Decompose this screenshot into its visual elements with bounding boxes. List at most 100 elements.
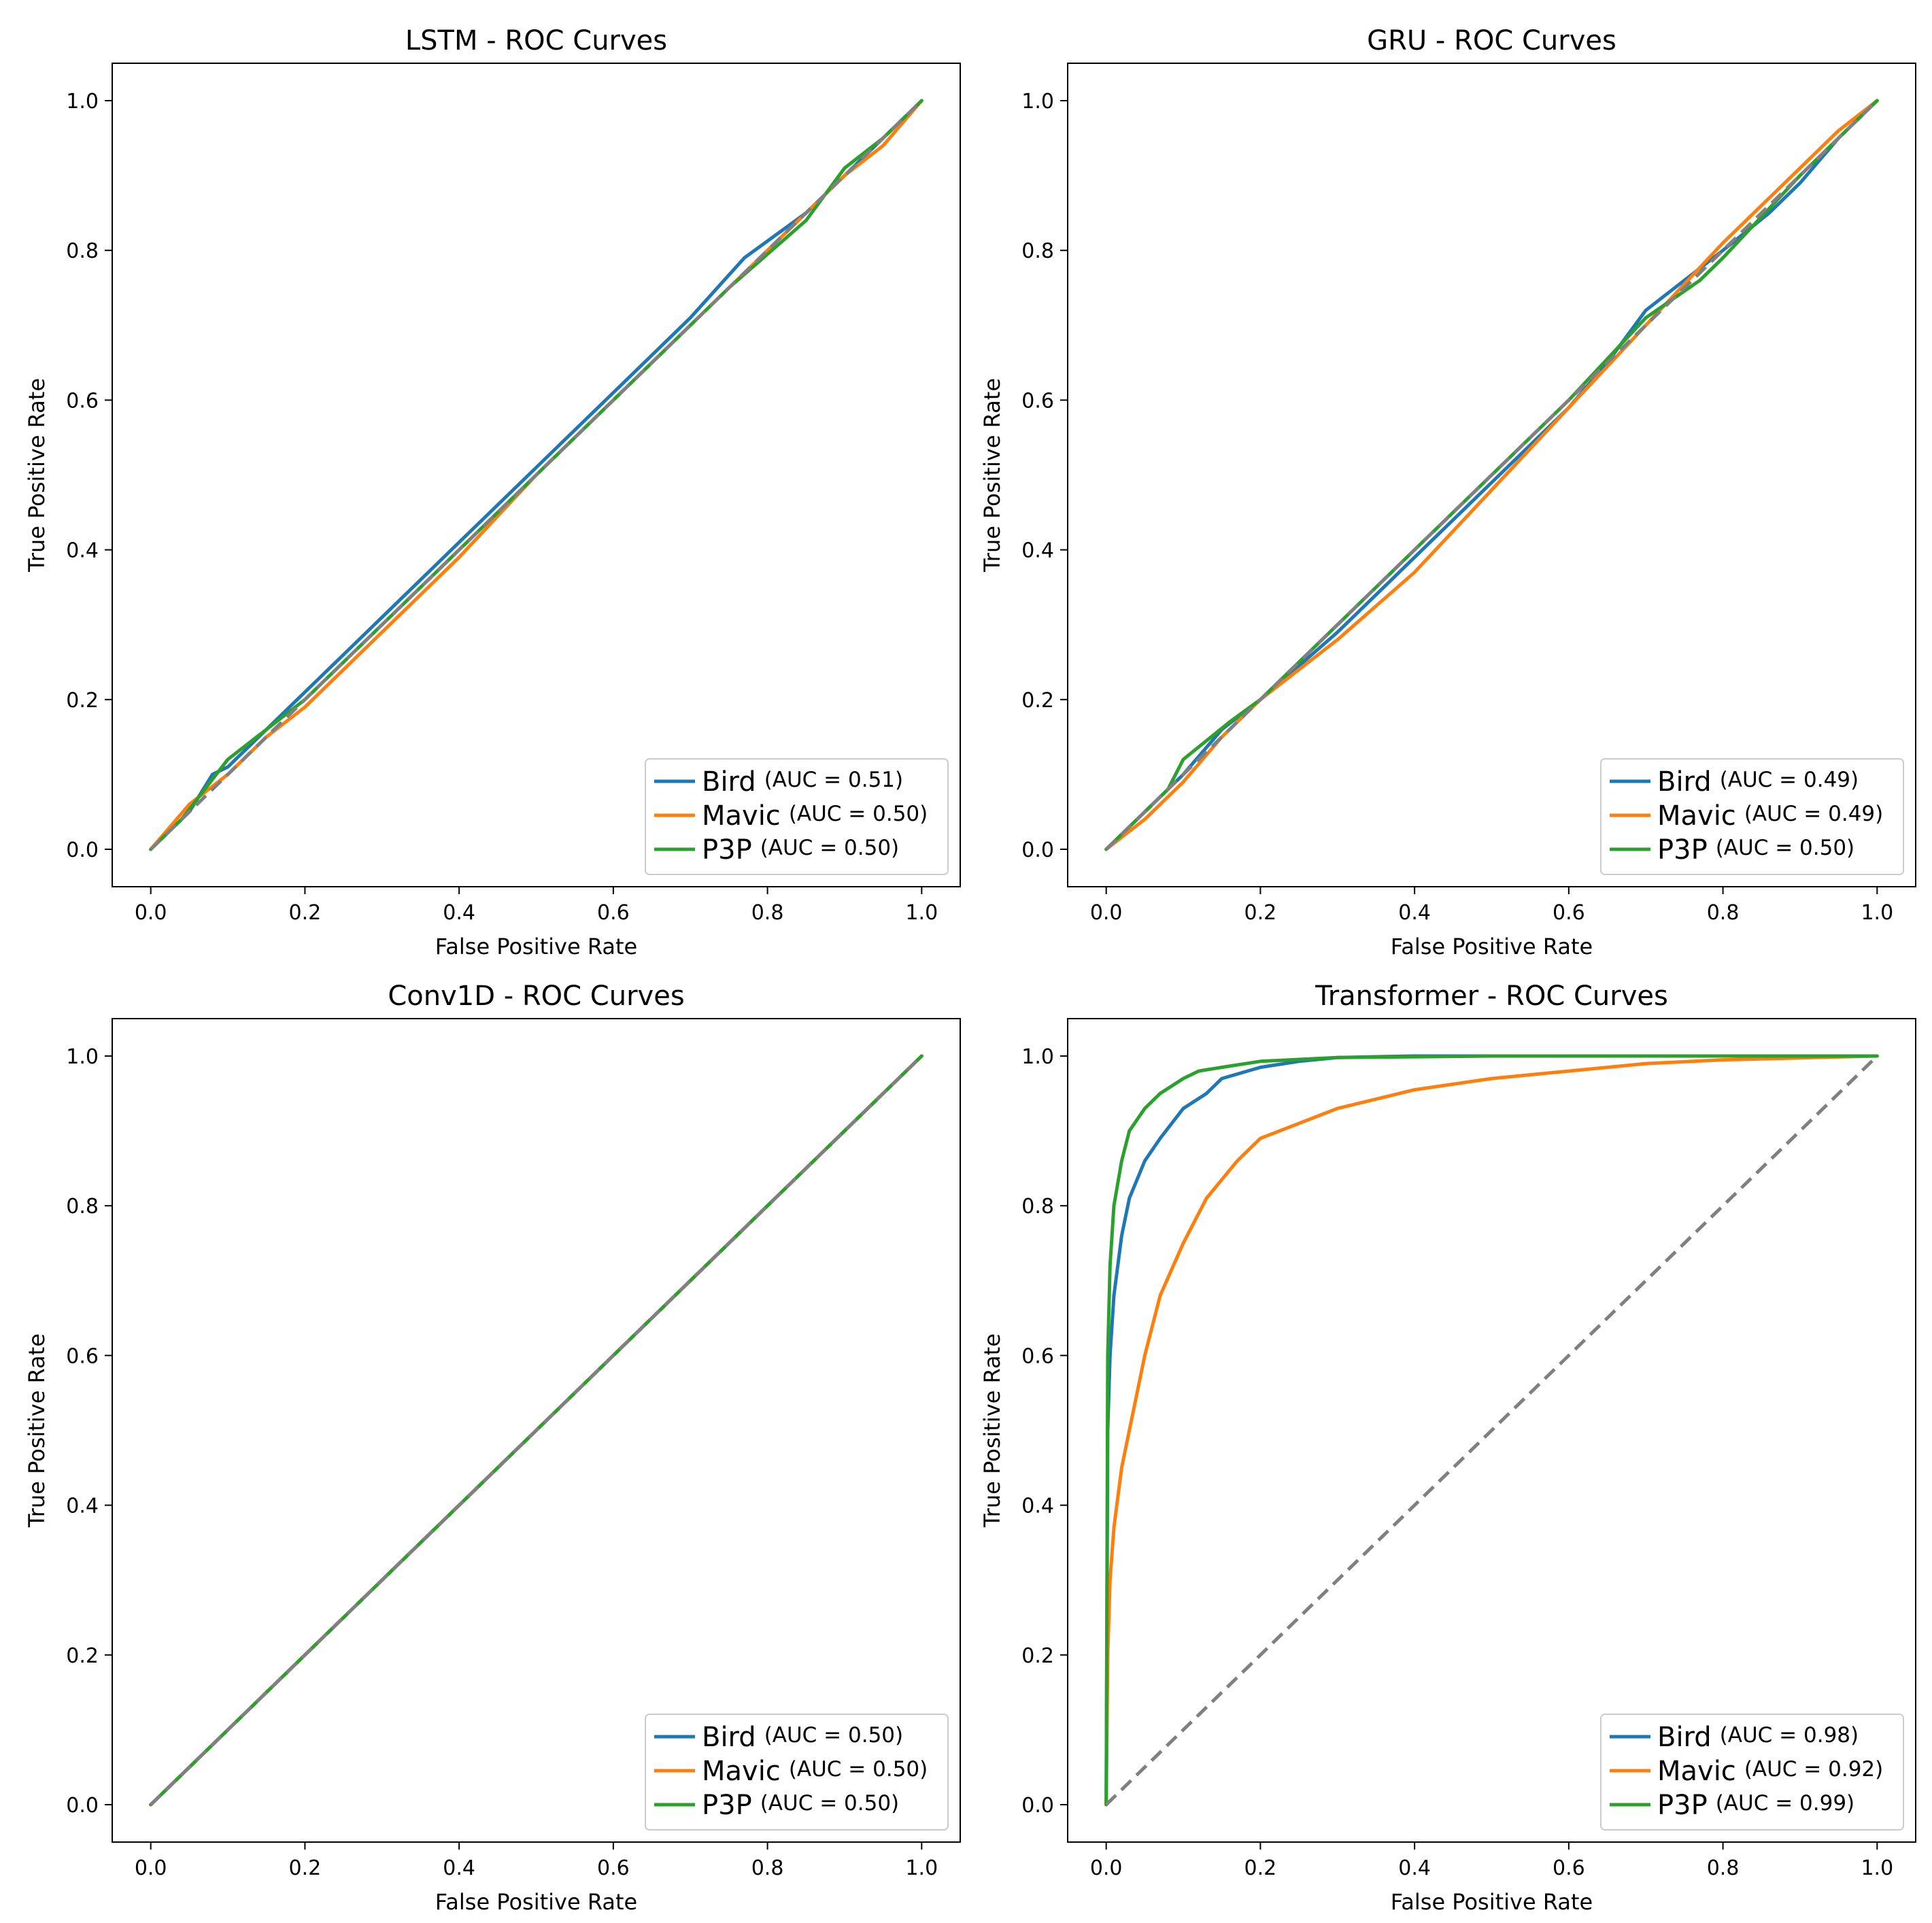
x-axis-label: False Positive Rate	[435, 1889, 637, 1915]
y-tick-label: 0.2	[66, 689, 99, 713]
y-tick-label: 0.8	[1021, 1195, 1054, 1219]
y-tick-label: 0.6	[66, 389, 99, 413]
x-tick-label: 1.0	[1861, 1856, 1893, 1880]
y-tick-label: 0.2	[1021, 1644, 1054, 1668]
axes-frame	[112, 63, 961, 887]
legend: Bird (AUC = 0.98) Mavic (AUC = 0.92) P3P (AUC…	[1600, 1714, 1904, 1831]
y-axis-label: True Positive Rate	[24, 1333, 50, 1528]
panel-transformer: 0.0 0.2 0.4 0.6 0.8 1.0 0.0 0.2 0.4 0.6 0.8 1.0 Tran…	[979, 981, 1916, 1915]
x-tick-label: 0.6	[597, 901, 630, 925]
y-tick-label: 0.4	[1021, 539, 1054, 563]
y-tick-label: 0.0	[1021, 1794, 1054, 1818]
y-tick-label: 1.0	[66, 90, 99, 114]
legend-auc-mavic: (AUC = 0.92)	[1744, 1757, 1883, 1782]
x-tick-label: 1.0	[905, 1856, 938, 1880]
y-tick-label: 0.4	[66, 1495, 99, 1518]
legend-label-p3p: P3P	[1657, 1790, 1708, 1821]
y-tick-label: 0.0	[1021, 838, 1054, 862]
legend-label-bird: Bird	[702, 766, 756, 798]
chance-diagonal-line	[149, 99, 923, 851]
x-tick-label: 0.8	[1707, 901, 1740, 925]
roc-line-mavic	[1104, 99, 1879, 851]
roc-line-bird	[1104, 99, 1879, 851]
axes-frame	[112, 1018, 961, 1843]
x-tick-label: 0.2	[1244, 1856, 1277, 1880]
panel-conv1d: 0.0 0.2 0.4 0.6 0.8 1.0 0.0 0.2 0.4 0.6 0.8 1.0 Conv…	[24, 981, 961, 1915]
x-tick-label: 0.0	[135, 901, 167, 925]
panel-lstm: 0.0 0.2 0.4 0.6 0.8 1.0 0.0 0.2 0.4 0.6 0.8 1.0 LSTM…	[24, 25, 961, 959]
plot-area	[1104, 99, 1879, 851]
legend: Bird (AUC = 0.49) Mavic (AUC = 0.49) P3P (AUC…	[1600, 758, 1904, 875]
y-tick-label: 0.8	[66, 239, 99, 263]
x-tick-label: 0.2	[289, 901, 322, 925]
legend-auc-mavic: (AUC = 0.50)	[789, 1757, 928, 1782]
x-tick-label: 0.8	[751, 1856, 784, 1880]
y-tick-label: 0.4	[1021, 1495, 1054, 1518]
y-tick-label: 0.6	[66, 1344, 99, 1368]
y-tick-label: 1.0	[1021, 1045, 1054, 1069]
x-tick-label: 0.2	[1244, 901, 1277, 925]
y-tick-label: 1.0	[66, 1045, 99, 1069]
axes-frame	[1067, 63, 1916, 887]
x-tick-label: 0.4	[443, 1856, 475, 1880]
x-tick-label: 1.0	[905, 901, 938, 925]
y-tick-label: 0.8	[1021, 239, 1054, 263]
roc-line-p3p	[1104, 99, 1879, 851]
x-tick-label: 0.4	[1398, 901, 1431, 925]
legend-box	[645, 758, 949, 875]
y-tick-label: 0.6	[1021, 1344, 1054, 1368]
x-tick-label: 0.8	[751, 901, 784, 925]
y-tick-label: 0.6	[1021, 389, 1054, 413]
legend-auc-bird: (AUC = 0.50)	[764, 1723, 903, 1748]
x-tick-label: 0.8	[1707, 1856, 1740, 1880]
x-axis-label: False Positive Rate	[435, 934, 637, 959]
legend-auc-mavic: (AUC = 0.50)	[789, 802, 928, 826]
x-tick-label: 0.6	[1553, 1856, 1585, 1880]
legend-label-mavic: Mavic	[1657, 1756, 1736, 1787]
y-tick-label: 0.8	[66, 1195, 99, 1219]
chance-diagonal-line	[149, 1055, 923, 1806]
y-tick-label: 0.4	[66, 539, 99, 563]
legend-auc-bird: (AUC = 0.51)	[764, 768, 903, 792]
y-tick-label: 0.2	[1021, 689, 1054, 713]
chart-title: Conv1D - ROC Curves	[388, 981, 684, 1012]
legend-label-bird: Bird	[1657, 766, 1712, 798]
legend: Bird (AUC = 0.50) Mavic (AUC = 0.50) P3P (AUC…	[645, 1714, 949, 1831]
plot-area	[149, 99, 923, 851]
y-tick-label: 1.0	[1021, 90, 1054, 114]
legend-label-p3p: P3P	[702, 834, 752, 866]
chart-title: LSTM - ROC Curves	[405, 25, 667, 56]
legend-auc-p3p: (AUC = 0.99)	[1716, 1791, 1854, 1816]
chance-diagonal-line	[1104, 1055, 1879, 1806]
y-axis-label: True Positive Rate	[24, 378, 50, 573]
chance-diagonal-line	[1104, 99, 1879, 851]
legend-label-bird: Bird	[702, 1722, 756, 1753]
legend-label-mavic: Mavic	[1657, 800, 1736, 832]
chart-title: GRU - ROC Curves	[1367, 25, 1616, 56]
x-tick-label: 0.0	[135, 1856, 167, 1880]
legend-box	[1600, 1714, 1904, 1831]
legend-auc-p3p: (AUC = 0.50)	[760, 1791, 899, 1816]
x-tick-label: 0.4	[443, 901, 475, 925]
x-axis-label: False Positive Rate	[1391, 934, 1593, 959]
legend-auc-bird: (AUC = 0.49)	[1720, 768, 1859, 792]
x-tick-label: 1.0	[1861, 901, 1893, 925]
plot-area	[1104, 1054, 1879, 1807]
x-tick-label: 0.4	[1398, 1856, 1431, 1880]
legend-auc-bird: (AUC = 0.98)	[1720, 1723, 1859, 1748]
legend-auc-p3p: (AUC = 0.50)	[1716, 836, 1854, 860]
y-axis-label: True Positive Rate	[979, 378, 1005, 573]
roc-line-mavic	[1104, 1054, 1879, 1807]
legend-label-p3p: P3P	[702, 1790, 752, 1821]
y-tick-label: 0.0	[66, 1794, 99, 1818]
panel-gru: 0.0 0.2 0.4 0.6 0.8 1.0 0.0 0.2 0.4 0.6 0.8 1.0 GRU …	[979, 25, 1916, 959]
plot-area	[149, 1054, 923, 1807]
x-tick-label: 0.6	[597, 1856, 630, 1880]
x-axis-label: False Positive Rate	[1391, 1889, 1593, 1915]
legend-label-mavic: Mavic	[702, 1756, 781, 1787]
legend-label-p3p: P3P	[1657, 834, 1708, 866]
y-tick-label: 0.2	[66, 1644, 99, 1668]
legend-label-bird: Bird	[1657, 1722, 1712, 1753]
legend-auc-mavic: (AUC = 0.49)	[1744, 802, 1883, 826]
